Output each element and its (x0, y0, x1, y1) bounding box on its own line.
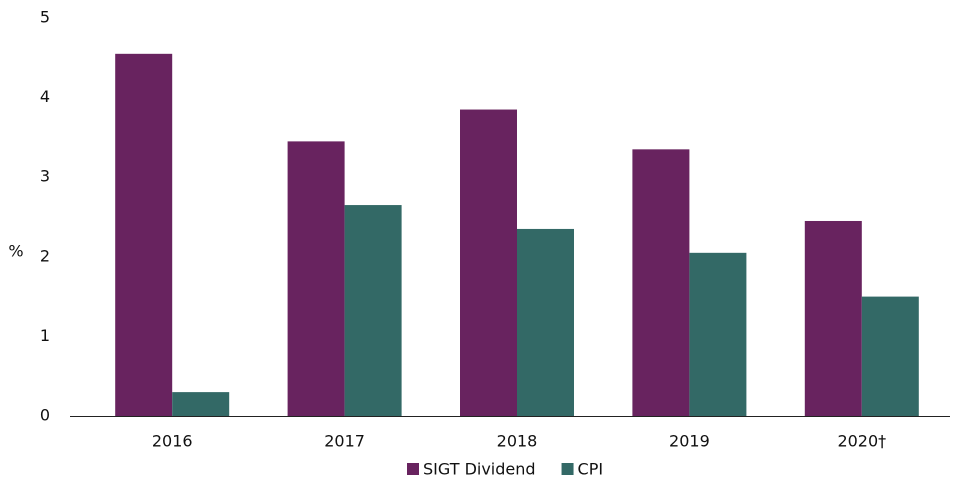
bar (517, 228, 574, 416)
x-tick-label: 2016 (152, 432, 193, 451)
bar (689, 252, 747, 416)
bar (287, 141, 345, 416)
bar (804, 220, 862, 416)
y-tick-label: 1 (40, 326, 50, 345)
bar (460, 109, 517, 416)
x-tick-label: 2019 (669, 432, 710, 451)
y-tick-label: 2 (40, 246, 50, 265)
legend-swatch (407, 463, 419, 475)
y-tick-label: 0 (40, 406, 50, 425)
bar (344, 205, 402, 416)
legend-swatch (561, 463, 574, 475)
legend-label: CPI (578, 460, 604, 479)
x-tick-label: 2020† (837, 432, 886, 451)
x-tick-label: 2018 (497, 432, 538, 451)
y-tick-label: 3 (40, 167, 50, 186)
bar (861, 296, 919, 416)
bar (115, 53, 173, 416)
bar (632, 149, 690, 416)
y-tick-label: 4 (40, 87, 50, 106)
legend-label: SIGT Dividend (423, 460, 536, 479)
bar (172, 392, 230, 416)
y-axis-label: % (8, 242, 23, 261)
x-tick-label: 2017 (324, 432, 365, 451)
y-tick-label: 5 (40, 8, 50, 27)
